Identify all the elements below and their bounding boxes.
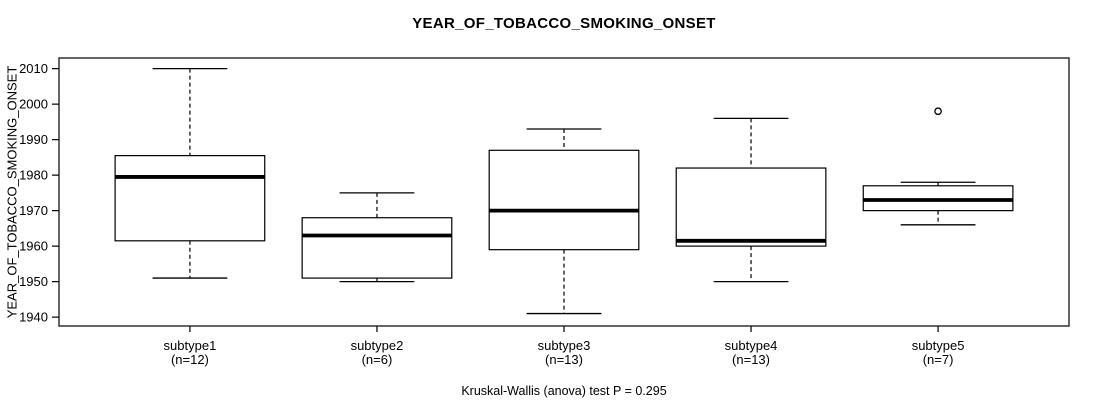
box-subtype1-iqr	[114, 155, 266, 242]
chart-title: YEAR_OF_TOBACCO_SMOKING_ONSET	[412, 15, 716, 32]
box-subtype3-iqr	[488, 149, 640, 251]
x-category-count: (n=7)	[923, 352, 954, 367]
x-category-count: (n=6)	[362, 352, 393, 367]
y-tick-label: 2000	[19, 97, 48, 112]
y-tick-label: 1970	[19, 203, 48, 218]
x-category-label: subtype2	[351, 338, 404, 353]
x-category-label: subtype3	[538, 338, 591, 353]
y-tick-label: 1940	[19, 310, 48, 325]
box-subtype4-iqr	[675, 167, 827, 247]
x-category-count: (n=13)	[545, 352, 583, 367]
x-category-count: (n=12)	[171, 352, 209, 367]
y-tick-label: 2010	[19, 61, 48, 76]
box-subtype5-outlier	[934, 107, 942, 116]
y-tick-label: 1990	[19, 132, 48, 147]
kruskal-wallis-annotation: Kruskal-Wallis (anova) test P = 0.295	[461, 384, 667, 398]
y-tick-label: 1950	[19, 274, 48, 289]
x-category-count: (n=13)	[732, 352, 770, 367]
box-subtype2-iqr	[301, 217, 453, 279]
x-category-label: subtype4	[725, 338, 778, 353]
y-tick-label: 1980	[19, 168, 48, 183]
y-tick-label: 1960	[19, 239, 48, 254]
x-category-label: subtype5	[912, 338, 965, 353]
x-category-label: subtype1	[164, 338, 217, 353]
